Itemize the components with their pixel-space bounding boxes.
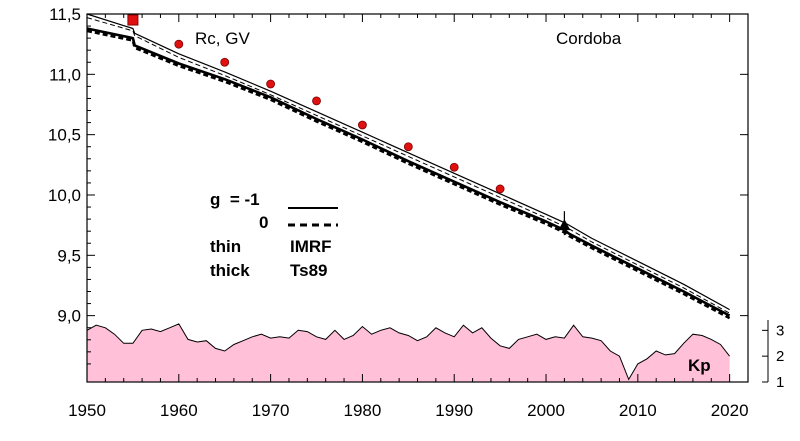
x-tick-label: 2010 <box>619 401 657 420</box>
y-tick-label: 11,5 <box>49 5 81 24</box>
x-tick-label: 1980 <box>344 401 382 420</box>
data-point <box>266 79 276 89</box>
x-tick-label: 1950 <box>68 401 106 420</box>
legend-thick-label: thick <box>210 261 250 280</box>
x-tick-label: 1960 <box>160 401 198 420</box>
legend-imrf-label: IMRF <box>290 237 332 256</box>
line-layer <box>86 13 731 320</box>
legend-thin-label: thin <box>210 237 241 256</box>
annotation-station: Cordoba <box>556 29 622 48</box>
kp-area <box>87 323 730 382</box>
data-point <box>174 39 184 49</box>
legend-zero-label: 0 <box>259 213 268 232</box>
series-line-4 <box>86 29 731 320</box>
y-tick-label: 10,5 <box>48 126 81 145</box>
kp-layer <box>86 323 730 382</box>
data-point <box>358 120 367 130</box>
kp-tick-label: 3 <box>776 322 784 339</box>
legend-ts89-label: Ts89 <box>290 261 328 280</box>
point-layer <box>127 14 571 236</box>
annotation-layer: Rc, GV Cordoba g = -1 0 thin IMRF thick … <box>195 29 711 375</box>
data-point <box>403 142 413 152</box>
annotation-rc-gv: Rc, GV <box>195 29 250 48</box>
data-point <box>312 96 321 106</box>
data-point <box>220 57 230 67</box>
y-tick-label: 9,0 <box>57 307 81 326</box>
data-point <box>449 162 459 172</box>
x-tick-label: 1990 <box>435 401 473 420</box>
x-tick-label: 1970 <box>252 401 290 420</box>
x-tick-label: 2020 <box>711 401 749 420</box>
series-line-2 <box>86 27 731 317</box>
kp-tick-label: 2 <box>776 348 784 365</box>
series-line-3 <box>86 17 730 314</box>
triangle-marker <box>558 219 571 231</box>
kp-label: Kp <box>688 356 711 375</box>
kp-outline <box>86 323 730 381</box>
legend-g-label: g = -1 <box>210 190 260 209</box>
data-point <box>495 184 505 194</box>
kp-tick-label: 1 <box>776 374 784 391</box>
y-tick-label: 10,0 <box>48 186 81 205</box>
x-tick-label: 2000 <box>527 401 565 420</box>
y-tick-label: 9,5 <box>57 246 81 265</box>
data-point-square <box>127 14 139 26</box>
axis-layer: 1950 1960 1970 1980 1990 2000 2010 20209,09,510… <box>48 5 784 420</box>
series-line-1 <box>86 13 730 311</box>
y-tick-label: 11,0 <box>49 65 81 84</box>
